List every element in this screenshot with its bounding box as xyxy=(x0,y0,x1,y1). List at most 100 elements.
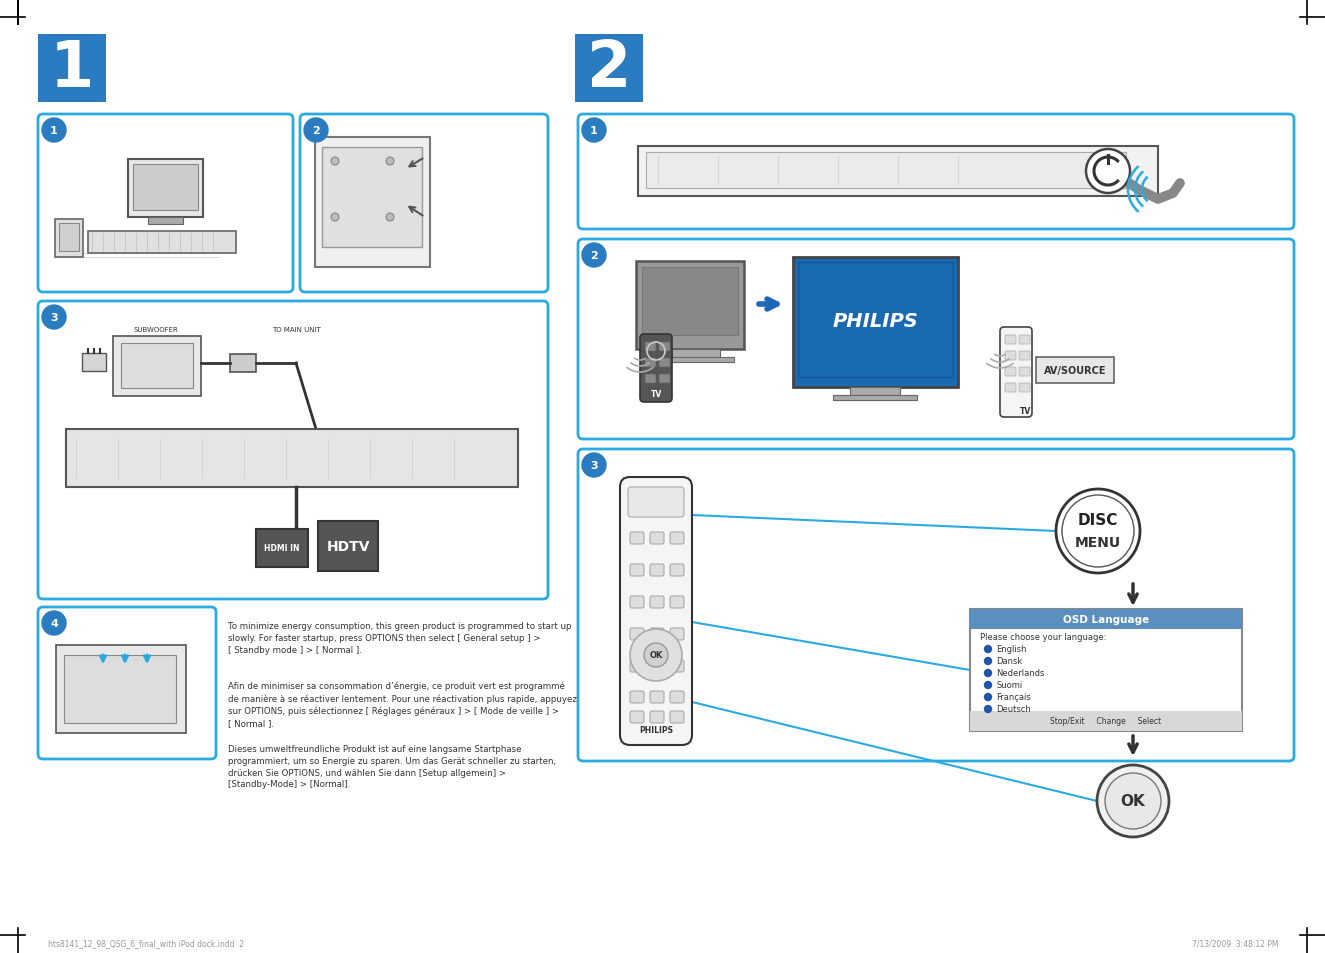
FancyBboxPatch shape xyxy=(629,564,644,577)
Circle shape xyxy=(1097,765,1169,837)
Circle shape xyxy=(42,119,66,143)
Bar xyxy=(798,263,953,377)
FancyBboxPatch shape xyxy=(670,711,684,723)
FancyBboxPatch shape xyxy=(651,660,664,672)
Text: 1: 1 xyxy=(590,126,598,136)
Bar xyxy=(659,357,734,363)
FancyBboxPatch shape xyxy=(1004,352,1016,360)
Circle shape xyxy=(42,306,66,330)
Text: TO MAIN UNIT: TO MAIN UNIT xyxy=(272,327,321,333)
Text: Dansk: Dansk xyxy=(996,657,1023,666)
Circle shape xyxy=(1105,773,1161,829)
Circle shape xyxy=(386,213,394,222)
FancyBboxPatch shape xyxy=(670,597,684,608)
Bar xyxy=(851,388,900,395)
Circle shape xyxy=(984,694,991,700)
Circle shape xyxy=(984,658,991,665)
Circle shape xyxy=(42,612,66,636)
Text: 3: 3 xyxy=(590,460,598,471)
FancyBboxPatch shape xyxy=(1004,335,1016,345)
Bar xyxy=(315,138,431,268)
Bar xyxy=(60,224,80,252)
Text: HDMI IN: HDMI IN xyxy=(264,544,299,553)
Text: TV: TV xyxy=(1020,407,1032,416)
FancyBboxPatch shape xyxy=(670,533,684,544)
FancyBboxPatch shape xyxy=(645,343,656,352)
Text: Français: Français xyxy=(996,693,1031,701)
FancyBboxPatch shape xyxy=(578,450,1295,761)
FancyBboxPatch shape xyxy=(38,607,216,760)
FancyBboxPatch shape xyxy=(1019,368,1030,376)
FancyBboxPatch shape xyxy=(640,335,672,402)
Circle shape xyxy=(582,119,606,143)
Bar xyxy=(647,152,1126,189)
Circle shape xyxy=(629,629,682,681)
Bar xyxy=(56,645,186,733)
Bar xyxy=(87,232,236,253)
FancyBboxPatch shape xyxy=(659,375,670,384)
FancyBboxPatch shape xyxy=(1004,384,1016,393)
Bar xyxy=(129,160,203,218)
FancyBboxPatch shape xyxy=(1019,352,1030,360)
FancyBboxPatch shape xyxy=(578,240,1295,439)
Bar xyxy=(1036,357,1114,384)
Text: DISC: DISC xyxy=(1077,513,1118,528)
Text: PHILIPS: PHILIPS xyxy=(832,313,918,331)
Circle shape xyxy=(303,119,329,143)
Text: OK: OK xyxy=(1121,794,1145,809)
Bar xyxy=(322,148,421,248)
FancyBboxPatch shape xyxy=(651,533,664,544)
Circle shape xyxy=(331,158,339,166)
FancyBboxPatch shape xyxy=(628,488,684,517)
Text: 1: 1 xyxy=(50,38,94,100)
Bar xyxy=(792,257,958,388)
FancyBboxPatch shape xyxy=(629,533,644,544)
Text: HDTV: HDTV xyxy=(326,539,370,554)
FancyBboxPatch shape xyxy=(620,477,692,745)
FancyBboxPatch shape xyxy=(1019,384,1030,393)
Circle shape xyxy=(331,213,339,222)
Text: PHILIPS: PHILIPS xyxy=(639,726,673,735)
FancyBboxPatch shape xyxy=(659,358,670,368)
Circle shape xyxy=(386,158,394,166)
Circle shape xyxy=(1056,490,1140,574)
FancyBboxPatch shape xyxy=(651,711,664,723)
Text: 3: 3 xyxy=(50,313,58,323)
FancyBboxPatch shape xyxy=(651,564,664,577)
FancyBboxPatch shape xyxy=(578,115,1295,230)
Bar xyxy=(113,336,201,396)
Text: Nederlands: Nederlands xyxy=(996,669,1044,678)
FancyBboxPatch shape xyxy=(38,302,549,599)
Bar xyxy=(82,354,106,372)
Circle shape xyxy=(1086,150,1130,193)
Circle shape xyxy=(582,244,606,268)
Text: AV/SOURCE: AV/SOURCE xyxy=(1044,366,1106,375)
Bar xyxy=(121,344,193,389)
Bar xyxy=(318,521,378,572)
Bar xyxy=(970,609,1242,629)
Text: 2: 2 xyxy=(313,126,319,136)
FancyBboxPatch shape xyxy=(670,660,684,672)
Bar xyxy=(231,355,256,373)
Bar xyxy=(66,430,518,488)
Circle shape xyxy=(644,643,668,667)
Text: Suomi: Suomi xyxy=(996,680,1023,690)
Bar xyxy=(970,711,1242,731)
Bar xyxy=(64,656,176,723)
Bar xyxy=(56,220,83,257)
Circle shape xyxy=(984,670,991,677)
Text: Dieses umweltfreundliche Produkt ist auf eine langsame Startphase
programmiert, : Dieses umweltfreundliche Produkt ist auf… xyxy=(228,744,556,788)
Bar xyxy=(970,609,1242,731)
Text: OSD Language: OSD Language xyxy=(1063,615,1149,624)
Bar xyxy=(38,35,106,103)
FancyBboxPatch shape xyxy=(299,115,549,293)
FancyBboxPatch shape xyxy=(651,628,664,640)
FancyBboxPatch shape xyxy=(645,375,656,384)
Bar xyxy=(575,35,643,103)
Bar xyxy=(672,350,719,357)
FancyBboxPatch shape xyxy=(651,597,664,608)
Bar xyxy=(256,530,307,567)
Circle shape xyxy=(1063,496,1134,567)
FancyBboxPatch shape xyxy=(659,343,670,352)
FancyBboxPatch shape xyxy=(629,597,644,608)
